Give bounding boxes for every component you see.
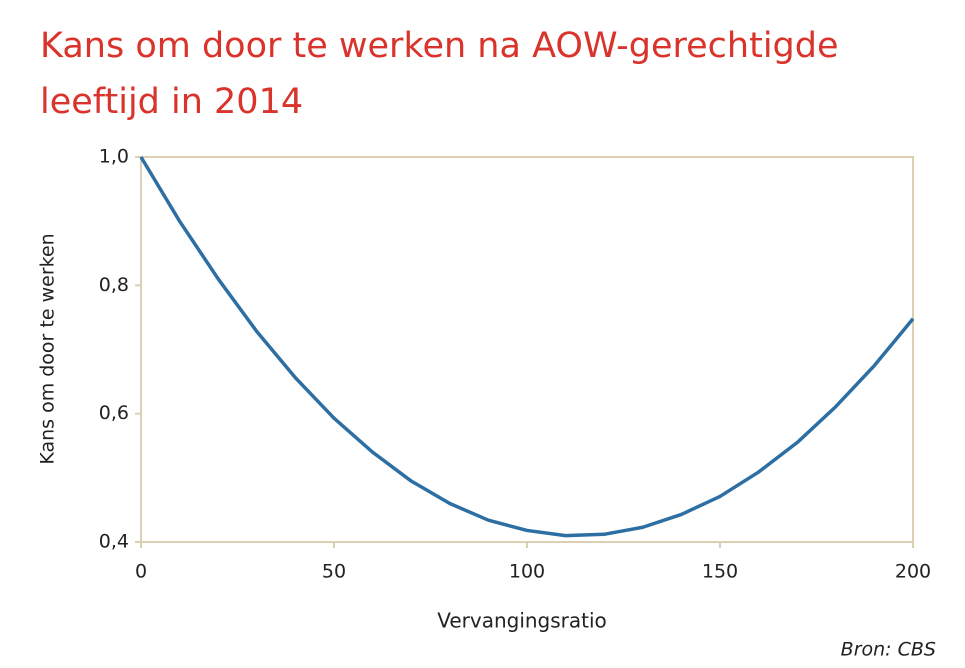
x-tick-label: 50 <box>322 561 346 583</box>
y-tick-label: 0,6 <box>99 402 129 424</box>
source-note: Bron: CBS <box>841 639 936 661</box>
x-tick-label: 150 <box>702 561 738 583</box>
title-box: Kans om door te werken na AOW-gerechtigd… <box>40 26 839 122</box>
y-tick-label: 0,8 <box>99 274 129 296</box>
x-tick-label: 100 <box>509 561 545 583</box>
x-tick-label: 0 <box>135 561 147 583</box>
chart-title: Kans om door te werken na AOW-gerechtigd… <box>40 26 839 122</box>
y-tick-label: 1,0 <box>99 146 129 168</box>
x-axis-label: Vervangingsratio <box>437 609 607 633</box>
y-axis-label: Kans om door te werken <box>37 233 59 464</box>
y-tick-label: 0,4 <box>99 531 129 553</box>
line-series <box>139 156 915 538</box>
x-tick-label: 200 <box>895 561 931 583</box>
